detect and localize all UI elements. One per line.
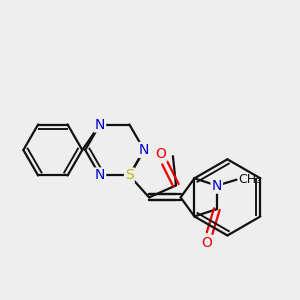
Text: N: N xyxy=(95,118,105,131)
Text: N: N xyxy=(95,169,105,182)
Text: N: N xyxy=(139,143,149,157)
Text: S: S xyxy=(125,169,134,182)
Text: N: N xyxy=(212,178,222,193)
Text: O: O xyxy=(155,147,166,161)
Text: CH₃: CH₃ xyxy=(238,173,261,186)
Text: O: O xyxy=(201,236,212,250)
